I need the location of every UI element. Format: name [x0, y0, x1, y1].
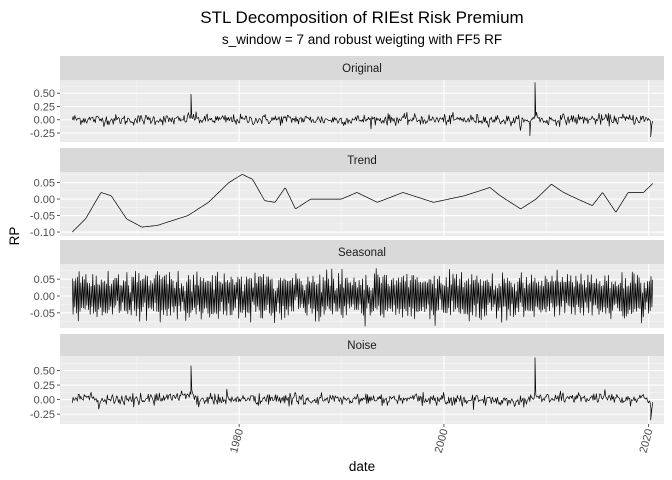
- facet-strip: [60, 334, 664, 356]
- series-line-original: [71, 82, 654, 138]
- facet-noise: Noise 0.50 0.25 0.00 -0.25: [30, 334, 664, 424]
- chart-title: STL Decomposition of RIEst Risk Premium: [200, 8, 523, 27]
- facet-seasonal: Seasonal 0.05 0.00 -0.05: [30, 240, 664, 328]
- x-tick-label: 1980: [228, 428, 246, 455]
- y-tick-label: 0.00: [34, 291, 55, 303]
- y-tick-label: -0.10: [30, 227, 55, 239]
- chart-subtitle: s_window = 7 and robust weigting with FF…: [222, 32, 502, 47]
- y-axis-title: RP: [7, 227, 22, 246]
- facet-strip: [60, 240, 664, 264]
- panel-background: [60, 356, 664, 424]
- y-tick-label: -0.05: [30, 211, 55, 223]
- series-line-noise: [71, 357, 654, 421]
- x-tick-label: 2020: [638, 428, 656, 455]
- series-line-trend: [72, 174, 653, 233]
- facet-strip-label: Original: [342, 63, 382, 75]
- y-tick-label: 0.05: [34, 178, 55, 190]
- y-tick-label: 0.00: [34, 194, 55, 206]
- y-tick-label: -0.05: [30, 308, 55, 320]
- facet-panels: Original0.500.250.00-0.25Trend0.050.00-0…: [30, 56, 664, 454]
- facet-trend: Trend 0.05 0.00 -0.05 -0.10: [30, 148, 664, 239]
- facet-strip-label: Trend: [347, 155, 377, 167]
- y-tick-label: -0.25: [30, 128, 55, 140]
- y-tick-label: -0.25: [30, 409, 55, 421]
- facet-strip-label: Noise: [347, 340, 376, 352]
- panel-background: [60, 80, 664, 142]
- y-tick-label: 0.50: [34, 88, 55, 100]
- facet-strip-label: Seasonal: [338, 247, 386, 259]
- facet-original: Original 0.500.25 0.00-0.25: [30, 56, 664, 142]
- facet-strip: [60, 56, 664, 80]
- x-axis-title: date: [349, 459, 375, 474]
- y-tick-label: 0.50: [34, 366, 55, 378]
- facet-strip: [60, 148, 664, 172]
- y-tick-label: 0.00: [34, 115, 55, 127]
- y-tick-label: 0.05: [34, 274, 55, 286]
- y-tick-label: 0.25: [34, 380, 55, 392]
- x-tick-label: 2000: [433, 428, 451, 455]
- series-line-seasonal: [71, 268, 654, 327]
- y-tick-label: 0.00: [34, 395, 55, 407]
- y-tick-label: 0.25: [34, 101, 55, 113]
